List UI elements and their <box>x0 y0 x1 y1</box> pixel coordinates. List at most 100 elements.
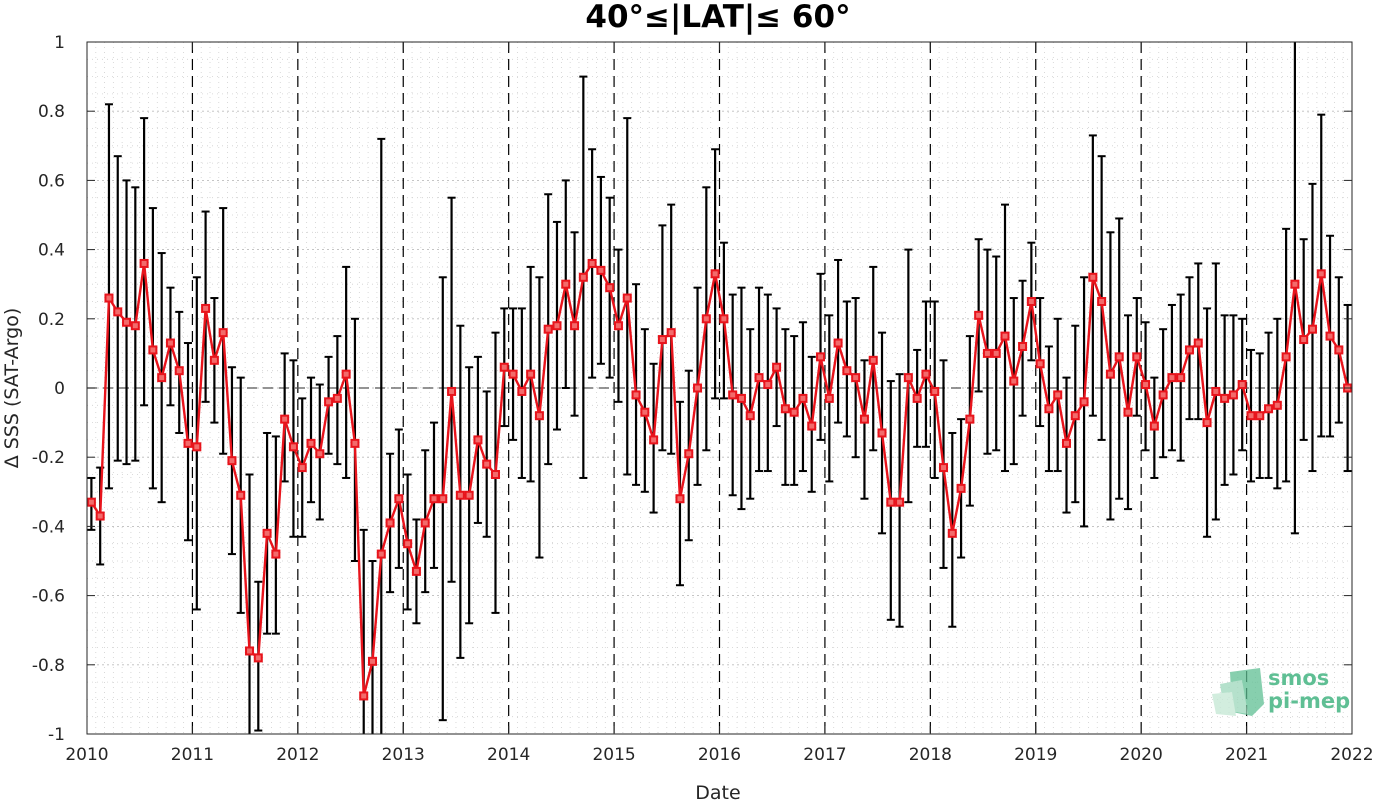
data-point <box>842 366 852 376</box>
data-point <box>552 321 562 331</box>
data-point <box>1237 380 1247 390</box>
data-point <box>297 463 307 473</box>
logo-text-smos: smos <box>1268 666 1329 690</box>
data-point <box>1255 411 1265 421</box>
data-point <box>719 314 729 324</box>
data-point <box>1176 373 1186 383</box>
data-point <box>1149 421 1159 431</box>
data-point <box>1061 438 1071 448</box>
data-point <box>1097 297 1107 306</box>
data-point <box>666 328 676 338</box>
data-point <box>438 494 448 504</box>
data-point <box>912 393 922 403</box>
data-point <box>1272 400 1282 410</box>
data-point <box>122 317 132 327</box>
data-point <box>684 449 694 459</box>
data-point <box>640 407 650 417</box>
data-point <box>394 494 404 504</box>
data-point <box>315 449 325 459</box>
x-tick-label: 2022 <box>1330 745 1373 765</box>
smos-pi-mep-logo: smos pi-mep <box>1212 666 1350 716</box>
data-point <box>113 307 123 317</box>
x-tick-labels: 2010 2011 2012 2013 2014 2015 2016 2017 2018 2019… <box>65 745 1373 765</box>
data-point <box>1035 359 1045 369</box>
y-tick-label: -0.2 <box>32 448 65 468</box>
data-point <box>886 497 896 507</box>
data-point <box>851 373 861 383</box>
y-tick-label: 1 <box>54 33 65 53</box>
data-point <box>288 442 298 452</box>
data-point <box>578 272 588 282</box>
x-tick-label: 2019 <box>1014 745 1057 765</box>
data-point <box>262 528 272 538</box>
data-point <box>139 258 149 268</box>
data-point <box>1079 397 1089 407</box>
data-point <box>1307 324 1317 334</box>
data-point <box>763 380 773 390</box>
data-point <box>95 511 105 521</box>
data-point <box>1193 338 1203 348</box>
axis-ticks <box>86 41 1353 735</box>
data-point <box>956 483 966 493</box>
data-point <box>1000 331 1010 341</box>
y-tick-labels: -1 -0.8 -0.6 -0.4 -0.2 0 0.2 0.4 0.6 0.8 1 <box>32 33 65 745</box>
data-point <box>1220 393 1230 403</box>
data-point <box>376 549 386 559</box>
y-tick-label: -0.4 <box>32 517 65 537</box>
data-point <box>1026 297 1036 306</box>
logo-text-pi-mep: pi-mep <box>1268 689 1350 713</box>
x-tick-label: 2018 <box>909 745 952 765</box>
data-point <box>490 470 500 479</box>
data-point <box>165 338 175 348</box>
data-point <box>1141 380 1151 390</box>
data-point <box>824 393 834 403</box>
data-point <box>1211 386 1221 396</box>
data-point <box>543 324 553 334</box>
x-tick-label: 2014 <box>487 745 530 765</box>
data-point <box>464 490 474 500</box>
data-point <box>104 293 114 303</box>
x-tick-label: 2017 <box>803 745 846 765</box>
series-markers <box>86 258 1353 701</box>
y-axis-label: Δ SSS (SAT-Argo) <box>1 308 23 468</box>
y-tick-label: 0.6 <box>38 171 65 191</box>
data-point <box>1009 376 1019 386</box>
data-point <box>280 414 290 424</box>
x-tick-label: 2020 <box>1120 745 1163 765</box>
data-point <box>245 646 255 656</box>
data-point <box>789 407 799 417</box>
data-point <box>939 463 949 473</box>
data-point <box>754 373 764 383</box>
data-point <box>403 539 413 549</box>
data-point <box>982 348 992 358</box>
error-bar <box>860 359 869 500</box>
data-point <box>859 414 869 424</box>
data-point <box>701 314 711 324</box>
logo-emblem-icon <box>1212 668 1264 716</box>
data-point <box>174 366 184 376</box>
data-point <box>587 258 597 268</box>
data-point <box>420 518 430 528</box>
chart-title: 40°≤|LAT|≤ 60° <box>585 0 850 35</box>
data-point <box>745 411 755 421</box>
x-tick-label: 2011 <box>171 745 214 765</box>
data-point <box>253 653 263 663</box>
data-point <box>350 438 360 448</box>
data-point <box>271 549 281 559</box>
data-point <box>1158 390 1168 400</box>
data-point <box>1325 331 1335 341</box>
y-tick-label: 0.8 <box>38 102 65 122</box>
data-point <box>1228 390 1238 400</box>
data-point <box>429 494 439 504</box>
data-point <box>736 393 746 403</box>
x-tick-label: 2010 <box>65 745 108 765</box>
data-point <box>1123 407 1133 417</box>
data-point <box>728 390 738 400</box>
data-point <box>1132 352 1142 362</box>
data-point <box>947 528 957 538</box>
data-point <box>649 435 659 445</box>
data-point <box>561 279 571 289</box>
data-point <box>895 497 905 507</box>
data-point <box>807 421 817 431</box>
data-point <box>1334 345 1344 355</box>
